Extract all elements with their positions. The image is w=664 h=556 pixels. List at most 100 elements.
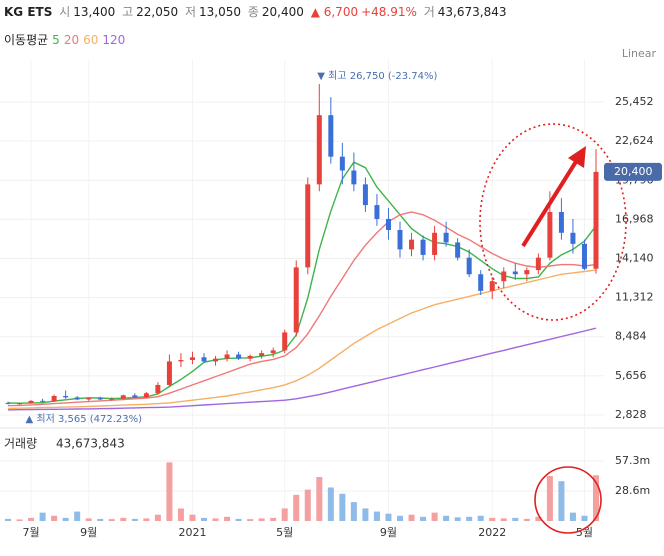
price-badge-label: 20,400 <box>614 165 653 178</box>
volume-bar <box>362 508 369 521</box>
candle-body <box>97 398 103 400</box>
candle-body <box>351 170 357 185</box>
ma-line <box>7 327 597 411</box>
candle-body <box>570 232 576 244</box>
candle-body <box>305 184 311 268</box>
x-tick-label: 2022 <box>478 526 506 539</box>
candle-body <box>443 232 449 243</box>
y-tick-label: 5,656 <box>615 369 647 382</box>
label: 종 <box>247 5 259 19</box>
candle-body <box>489 281 495 291</box>
volume-bar <box>339 493 346 521</box>
volume-bar <box>443 515 450 521</box>
candle-body <box>155 384 161 394</box>
ma-line <box>7 211 597 407</box>
candle-body <box>63 396 69 398</box>
volume-bar <box>16 519 23 521</box>
volume-bar <box>316 477 323 521</box>
value: 13,400 <box>73 5 116 19</box>
value: 13,050 <box>198 5 241 19</box>
volume-bar <box>293 494 300 521</box>
volume-bar <box>28 517 35 521</box>
label: 고 <box>122 5 134 19</box>
legend-entry: 60 <box>83 33 99 47</box>
volume-bar <box>5 518 11 521</box>
candle-body <box>132 395 138 398</box>
volume-bar <box>39 512 46 521</box>
volume-bar <box>454 517 461 521</box>
volume-bar <box>350 502 357 521</box>
x-tick-label: 5월 <box>276 526 293 539</box>
volume-bar <box>535 516 542 521</box>
volume-bar <box>304 489 311 521</box>
y-tick-label: 11,312 <box>615 291 654 304</box>
ma-line <box>7 269 597 410</box>
volume-bar <box>581 515 588 521</box>
volume-bar <box>420 516 427 521</box>
candle-body <box>374 205 380 219</box>
candle-body <box>581 243 587 269</box>
candle-body <box>166 361 172 385</box>
volume-bar <box>189 514 196 521</box>
change: ▲ 6,700 <box>310 5 359 19</box>
candle-body <box>547 212 553 258</box>
min-annotation: ▲ 최저 3,565 (472.23%) <box>26 413 143 425</box>
candle-body <box>524 270 530 275</box>
candle-body <box>109 398 115 400</box>
max-annotation: ▼ 최고 26,750 (-23.74%) <box>317 70 437 82</box>
volume-bar <box>74 511 81 521</box>
arrow-shaft <box>521 158 579 248</box>
candle-body <box>558 212 564 233</box>
candle-body <box>501 271 507 282</box>
y-tick-label: 22,624 <box>615 134 654 147</box>
ma-line <box>7 161 597 404</box>
candle-body <box>339 156 345 171</box>
volume-bar <box>108 519 115 521</box>
volume-bar <box>62 517 69 521</box>
legend-entry: 5 <box>52 33 60 47</box>
volume-bar <box>373 511 380 521</box>
value: 20,400 <box>261 5 304 19</box>
candle-body <box>247 355 253 359</box>
candle-body <box>316 115 322 185</box>
candle-body <box>86 398 92 400</box>
candle-body <box>455 242 461 258</box>
candle-body <box>535 257 541 271</box>
x-tick-label: 9월 <box>380 526 397 539</box>
candle-body <box>293 267 299 333</box>
candle-body <box>178 360 184 362</box>
volume-bar <box>131 518 138 521</box>
volume-bar <box>51 515 58 521</box>
volume-bar <box>247 519 254 521</box>
candle-body <box>270 350 276 354</box>
volume-bar <box>385 513 392 521</box>
volume-bar <box>177 508 184 521</box>
candle-body <box>362 184 368 206</box>
legend-entry: 120 <box>102 33 126 47</box>
volume-bar <box>431 512 438 521</box>
ticker: KG ETS <box>4 5 53 19</box>
volume-bar <box>569 512 576 521</box>
highlight-ellipse <box>479 123 627 321</box>
y-tick-label: 57.3m <box>615 454 650 467</box>
volume-bar <box>500 518 507 521</box>
ma-label: 이동평균 <box>4 33 49 47</box>
volume-bar <box>166 462 173 521</box>
volume-bar <box>512 517 519 521</box>
candle-body <box>409 239 415 250</box>
price-badge <box>604 162 662 181</box>
candle-body <box>385 218 391 231</box>
price-header: KG ETS 시 13,400 고 22,050 저 13,050 종 20,400 ▲… <box>4 3 510 20</box>
volume-bar <box>408 514 415 521</box>
x-tick-label: 7월 <box>22 526 39 539</box>
candle-body <box>201 357 207 362</box>
volume-bar <box>327 487 334 521</box>
candle-body <box>397 230 403 250</box>
volume-bar <box>143 518 150 521</box>
candle-body <box>17 403 23 405</box>
volume-bar <box>120 517 127 521</box>
candle-body <box>236 354 242 359</box>
candle-body <box>593 171 599 269</box>
volume-bar <box>466 516 473 521</box>
